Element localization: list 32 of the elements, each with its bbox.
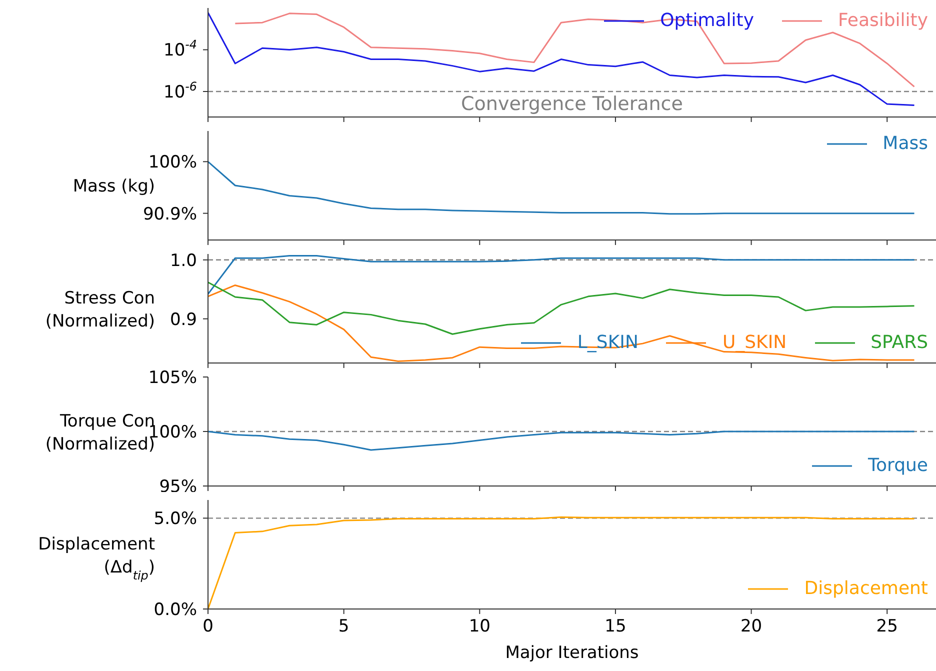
x-tick-label: 0 [202, 616, 214, 637]
legend-label: Optimality [660, 10, 754, 31]
line-series [208, 255, 916, 295]
line-series [208, 430, 916, 451]
y-tick-label: 105% [148, 368, 197, 388]
legend-label: Displacement [804, 578, 928, 599]
y-axis-title: Mass (kg) [72, 176, 155, 196]
y-tick-label: 1.0 [170, 250, 197, 271]
legend-label: Feasibility [838, 10, 928, 31]
y-tick-label: 0.9 [170, 310, 197, 330]
y-tick-label: 95% [159, 476, 197, 497]
x-tick-label: 15 [604, 616, 626, 637]
y-tick-label: 90.9% [142, 204, 197, 224]
y-tick-label: 0.0% [154, 600, 197, 620]
legend-label: Torque [868, 455, 928, 476]
x-tick-label: 20 [740, 616, 762, 637]
y-tick-label: 5.0% [154, 509, 197, 530]
line-series [208, 282, 916, 335]
legend-label: Mass [882, 133, 928, 154]
ref-line-label: Convergence Tolerance [461, 92, 683, 115]
y-axis-title: Displacement (Δd$_{tip}$) [38, 534, 156, 582]
y-tick-label: 100% [148, 152, 197, 173]
x-axis-title: Major Iterations [505, 643, 639, 663]
x-tick-label: 25 [876, 616, 898, 637]
x-tick-label: 10 [468, 616, 490, 637]
line-series [208, 160, 916, 215]
legend-label: SPARS [870, 332, 928, 353]
y-tick-label: 10$^{-4}$ [164, 38, 197, 61]
y-tick-label: 10$^{-6}$ [164, 79, 198, 102]
y-axis-title: Stress Con (Normalized) [45, 288, 155, 332]
x-tick-label: 5 [338, 616, 350, 637]
legend-label: U_SKIN [722, 332, 787, 353]
